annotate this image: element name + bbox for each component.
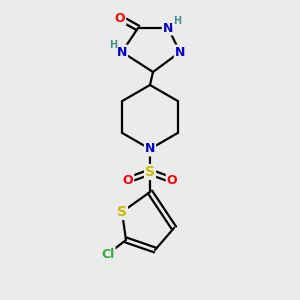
- Text: N: N: [175, 46, 185, 59]
- Text: H: H: [109, 40, 117, 50]
- Text: H: H: [173, 16, 181, 26]
- Text: N: N: [145, 142, 155, 155]
- Text: O: O: [123, 173, 133, 187]
- Text: O: O: [115, 11, 125, 25]
- Text: Cl: Cl: [101, 248, 115, 260]
- Text: S: S: [145, 165, 155, 179]
- Text: O: O: [167, 173, 177, 187]
- Text: N: N: [163, 22, 173, 34]
- Text: S: S: [117, 205, 127, 219]
- Text: N: N: [117, 46, 127, 59]
